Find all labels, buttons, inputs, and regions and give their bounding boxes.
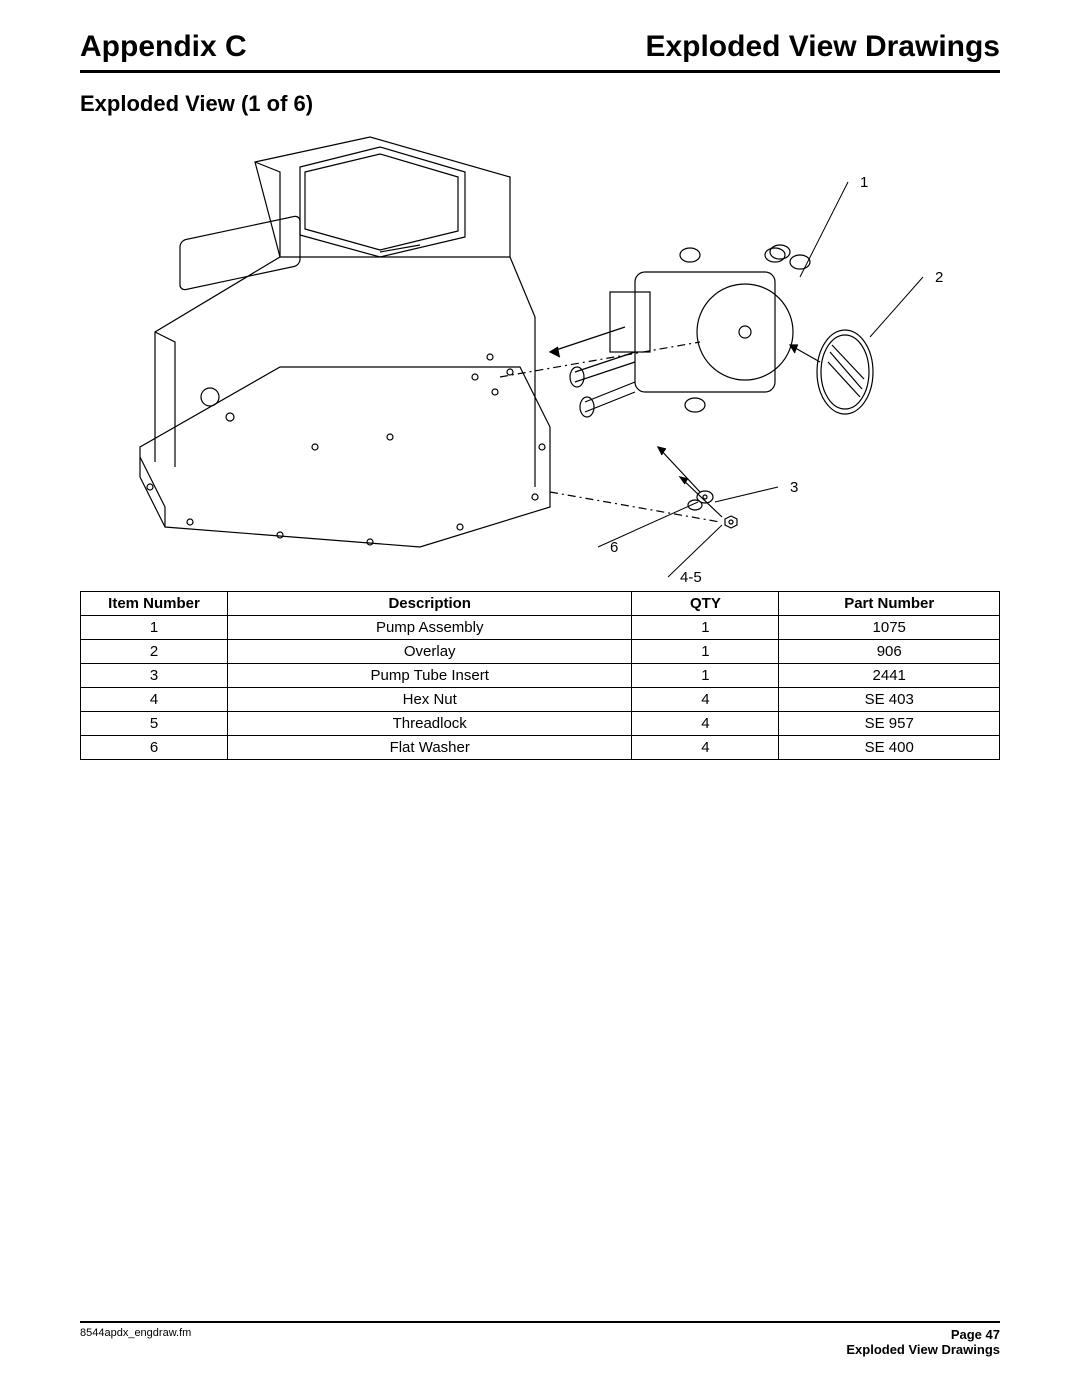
diagram-svg: 1 2 3 4-5 6 [80,127,1000,587]
table-row: 6Flat Washer4SE 400 [81,736,1000,760]
table-row: 5Threadlock4SE 957 [81,712,1000,736]
table-cell: 3 [81,664,228,688]
table-header-row: Item NumberDescriptionQTYPart Number [81,592,1000,616]
header-row: Appendix C Exploded View Drawings [80,30,1000,73]
table-header-cell: Description [228,592,632,616]
table-cell: 4 [632,712,779,736]
pump-assembly [550,245,810,417]
appendix-label: Appendix C [80,30,247,64]
table-cell: 4 [632,736,779,760]
table-row: 4Hex Nut4SE 403 [81,688,1000,712]
table-header-cell: QTY [632,592,779,616]
pump-tube-insert [658,447,713,503]
table-row: 1Pump Assembly11075 [81,616,1000,640]
callout-label: 3 [790,479,798,496]
footer-filename: 8544apdx_engdraw.fm [80,1327,191,1339]
table-cell: 906 [779,640,1000,664]
table-header-cell: Part Number [779,592,1000,616]
table-cell: Flat Washer [228,736,632,760]
table-cell: 1075 [779,616,1000,640]
table-row: 2Overlay1906 [81,640,1000,664]
table-cell: 4 [81,688,228,712]
callout-label: 1 [860,174,868,191]
table-row: 3Pump Tube Insert12441 [81,664,1000,688]
footer: 8544apdx_engdraw.fm Page 47 Exploded Vie… [80,1321,1000,1357]
table-cell: 2441 [779,664,1000,688]
table-cell: Threadlock [228,712,632,736]
overlay-disc [790,330,873,414]
callout-layer: 1 2 3 4-5 6 [598,174,943,586]
table-cell: 4 [632,688,779,712]
table-cell: SE 400 [779,736,1000,760]
table-cell: Hex Nut [228,688,632,712]
footer-page: Page 47 [846,1327,1000,1342]
enclosure-body [140,137,720,547]
footer-right: Page 47 Exploded View Drawings [846,1327,1000,1357]
table-cell: 5 [81,712,228,736]
table-cell: Pump Assembly [228,616,632,640]
table-cell: SE 403 [779,688,1000,712]
parts-table: Item NumberDescriptionQTYPart Number 1Pu… [80,591,1000,760]
table-cell: 1 [81,616,228,640]
table-cell: Overlay [228,640,632,664]
callout-label: 2 [935,269,943,286]
table-cell: 6 [81,736,228,760]
table-cell: SE 957 [779,712,1000,736]
table-cell: 1 [632,616,779,640]
table-cell: 1 [632,640,779,664]
section-label: Exploded View Drawings [645,30,1000,64]
page: Appendix C Exploded View Drawings Explod… [0,0,1080,1397]
table-cell: Pump Tube Insert [228,664,632,688]
table-cell: 2 [81,640,228,664]
callout-label: 6 [610,539,618,556]
subtitle: Exploded View (1 of 6) [80,91,1000,117]
footer-section: Exploded View Drawings [846,1342,1000,1357]
exploded-view-diagram: 1 2 3 4-5 6 [80,127,1000,587]
table-header-cell: Item Number [81,592,228,616]
table-cell: 1 [632,664,779,688]
callout-label: 4-5 [680,569,702,586]
